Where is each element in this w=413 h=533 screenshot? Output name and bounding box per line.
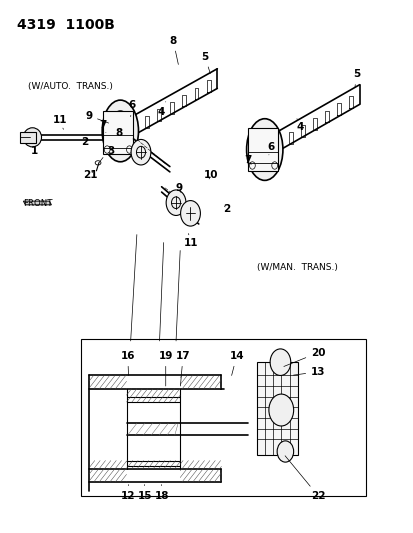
Ellipse shape — [166, 190, 185, 215]
Ellipse shape — [131, 140, 150, 165]
Text: 11: 11 — [52, 115, 67, 130]
Ellipse shape — [276, 441, 293, 462]
Ellipse shape — [23, 128, 41, 147]
Text: 19: 19 — [158, 351, 173, 386]
Ellipse shape — [102, 100, 138, 162]
Ellipse shape — [269, 349, 290, 375]
Polygon shape — [23, 201, 51, 205]
Text: 5: 5 — [201, 52, 210, 74]
Text: 9: 9 — [85, 110, 108, 123]
Text: 20: 20 — [283, 348, 325, 367]
Text: 4: 4 — [157, 102, 165, 117]
Text: (W/AUTO.  TRANS.): (W/AUTO. TRANS.) — [27, 82, 112, 91]
Text: 7: 7 — [244, 155, 252, 165]
Ellipse shape — [180, 200, 200, 226]
Bar — [81, 340, 365, 496]
Text: 10: 10 — [203, 170, 218, 180]
Bar — [103, 111, 133, 154]
Bar — [248, 128, 277, 171]
Text: 2: 2 — [81, 136, 88, 147]
Text: 18: 18 — [154, 484, 169, 501]
Text: 9: 9 — [175, 183, 182, 193]
Text: 3: 3 — [107, 146, 115, 156]
Ellipse shape — [246, 119, 282, 180]
Text: 8: 8 — [169, 36, 178, 64]
Text: 7: 7 — [99, 119, 107, 133]
Text: FRONT: FRONT — [23, 199, 52, 208]
Bar — [21, 132, 36, 143]
Text: 6: 6 — [128, 100, 135, 117]
Text: 15: 15 — [138, 484, 152, 501]
Text: 6: 6 — [267, 142, 274, 155]
Text: 4319  1100B: 4319 1100B — [17, 18, 115, 31]
Text: 12: 12 — [120, 484, 135, 501]
Text: 13: 13 — [293, 367, 325, 377]
Text: 22: 22 — [285, 456, 325, 501]
Text: 16: 16 — [120, 351, 135, 375]
Ellipse shape — [268, 394, 293, 426]
Text: 11: 11 — [184, 233, 198, 247]
Bar — [256, 362, 297, 455]
Text: 4: 4 — [295, 119, 303, 132]
Text: 17: 17 — [176, 351, 190, 386]
Text: 21: 21 — [83, 170, 97, 180]
Text: 5: 5 — [352, 69, 359, 87]
Text: 2: 2 — [223, 204, 230, 214]
Text: 14: 14 — [229, 351, 243, 375]
Text: 1: 1 — [31, 146, 38, 156]
Text: (W/MAN.  TRANS.): (W/MAN. TRANS.) — [256, 263, 337, 272]
Text: 8: 8 — [115, 127, 122, 138]
